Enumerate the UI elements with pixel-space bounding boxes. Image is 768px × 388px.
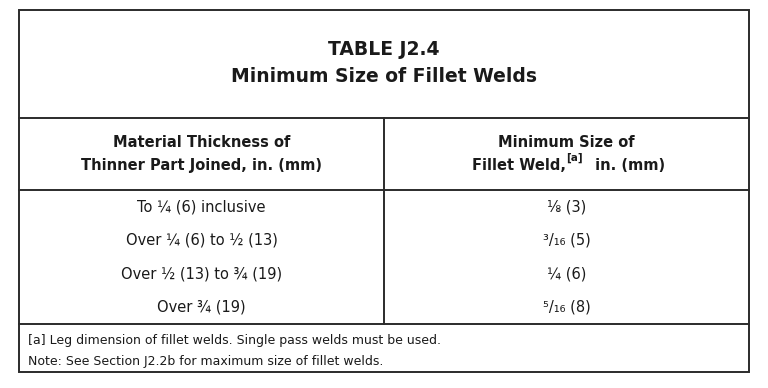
Text: Minimum Size of: Minimum Size of [498,135,634,150]
Text: ³/₁₆ (5): ³/₁₆ (5) [542,233,591,248]
Text: Fillet Weld,: Fillet Weld, [472,158,567,173]
Text: Over ½ (13) to ¾ (19): Over ½ (13) to ¾ (19) [121,266,282,281]
Text: ⅛ (3): ⅛ (3) [547,199,586,214]
Text: Minimum Size of Fillet Welds: Minimum Size of Fillet Welds [231,67,537,86]
Text: ⁵/₁₆ (8): ⁵/₁₆ (8) [542,300,591,315]
Text: Material Thickness of: Material Thickness of [113,135,290,150]
Text: Over ¼ (6) to ½ (13): Over ¼ (6) to ½ (13) [126,233,277,248]
Text: Note: See Section J2.2b for maximum size of fillet welds.: Note: See Section J2.2b for maximum size… [28,355,384,368]
Text: TABLE J2.4: TABLE J2.4 [328,40,440,59]
Text: Over ¾ (19): Over ¾ (19) [157,300,246,315]
Text: Thinner Part Joined, in. (mm): Thinner Part Joined, in. (mm) [81,158,322,173]
Text: To ¼ (6) inclusive: To ¼ (6) inclusive [137,199,266,214]
Text: [a] Leg dimension of fillet welds. Single pass welds must be used.: [a] Leg dimension of fillet welds. Singl… [28,334,442,347]
Text: [a]: [a] [567,153,583,163]
Text: in. (mm): in. (mm) [591,158,665,173]
Text: ¼ (6): ¼ (6) [547,266,586,281]
